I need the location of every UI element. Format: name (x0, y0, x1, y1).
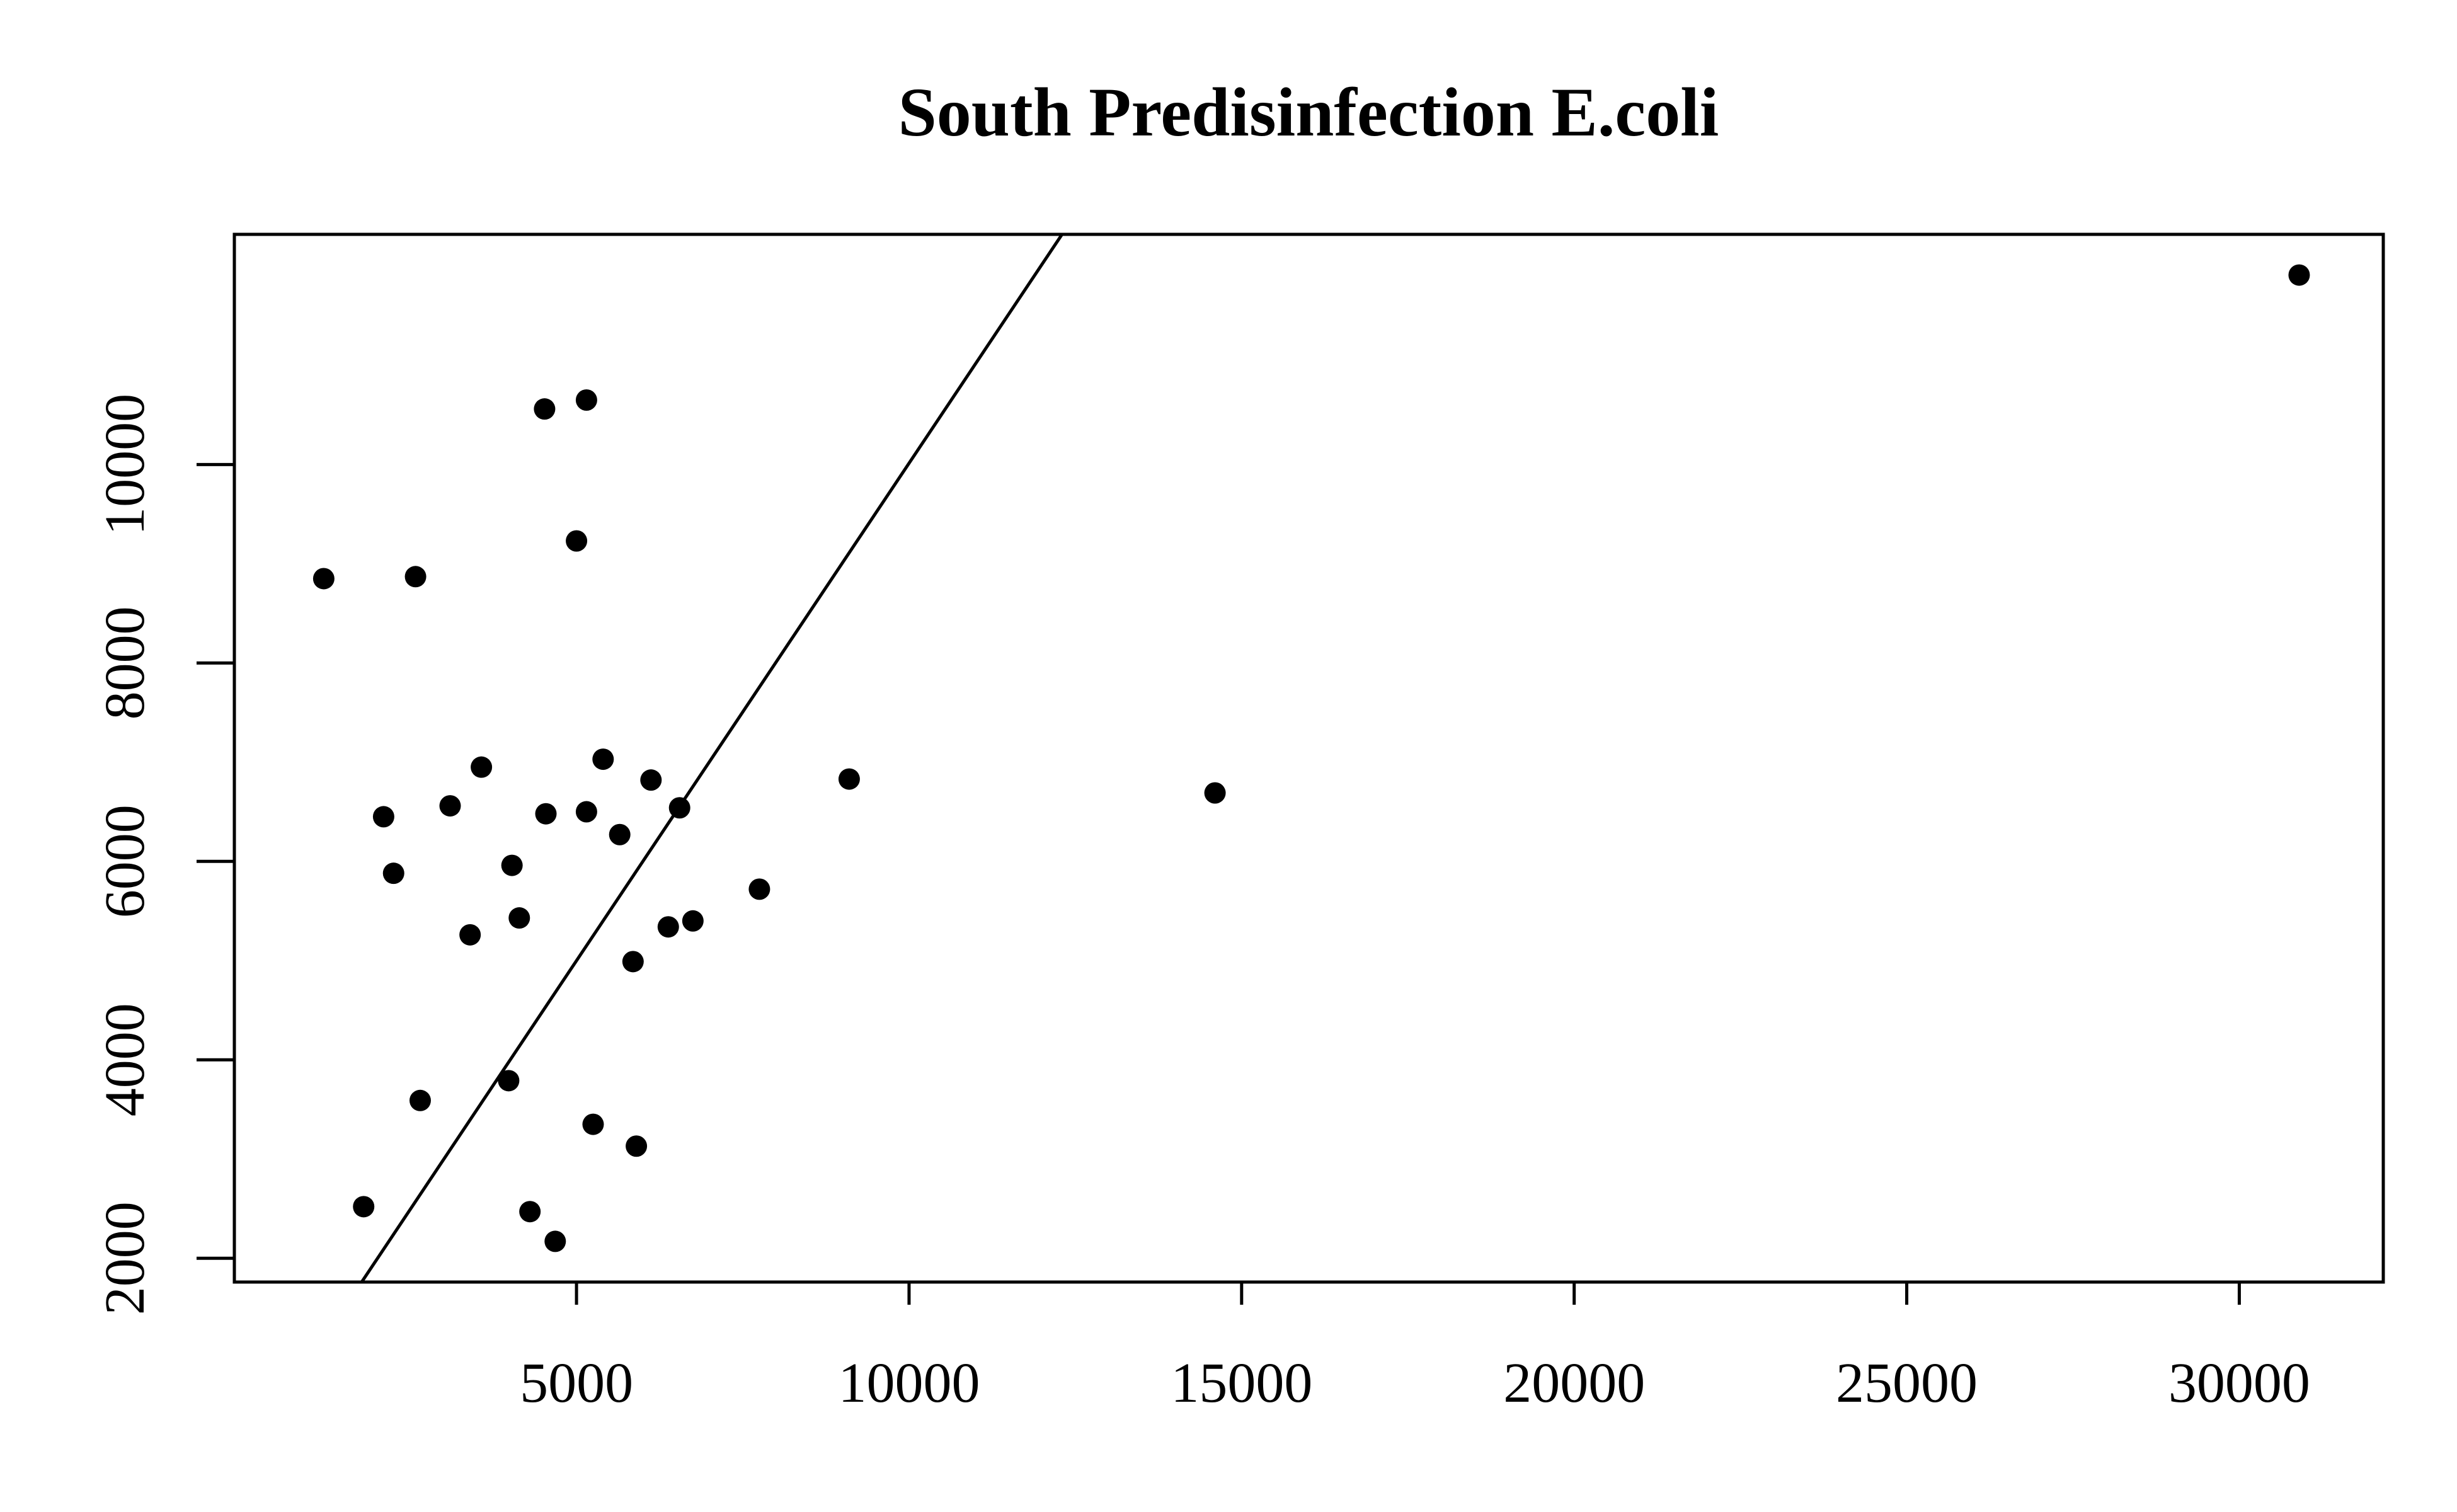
data-point (534, 398, 556, 420)
data-point (544, 1230, 566, 1252)
data-point (404, 566, 427, 588)
x-tick-label: 10000 (838, 1352, 980, 1414)
y-tick-label: 2000 (94, 1201, 156, 1315)
data-point (2288, 264, 2310, 286)
data-point (682, 910, 704, 932)
data-point (1204, 782, 1226, 804)
y-tick-label: 8000 (94, 606, 156, 719)
data-point (657, 916, 679, 938)
data-point (471, 756, 493, 778)
data-point (838, 768, 860, 790)
x-tick-label: 25000 (1836, 1352, 1978, 1414)
data-points (312, 264, 2310, 1252)
data-point (622, 951, 644, 973)
data-point (519, 1201, 541, 1223)
data-point (575, 801, 597, 823)
data-point (498, 1070, 520, 1092)
y-tick-label: 6000 (94, 805, 156, 918)
data-point (372, 806, 394, 828)
data-point (566, 530, 588, 552)
data-point (582, 1113, 604, 1135)
y-tick-label: 4000 (94, 1003, 156, 1116)
y-tick-label: 10000 (94, 394, 156, 536)
data-point (382, 862, 404, 885)
data-point (748, 878, 770, 900)
data-point (575, 389, 597, 411)
data-point (609, 823, 631, 845)
x-tick-label: 15000 (1171, 1352, 1312, 1414)
data-point (409, 1089, 431, 1111)
data-point (668, 797, 690, 819)
data-point (535, 803, 557, 825)
fit-line-group (360, 234, 1063, 1282)
y-axis: 2000 4000 6000 8000 10000 (94, 394, 236, 1315)
data-point (626, 1135, 648, 1157)
data-point (592, 748, 614, 770)
data-point (439, 795, 461, 817)
data-point (312, 568, 335, 590)
data-point (501, 854, 523, 876)
data-point (508, 907, 530, 929)
data-point (640, 769, 662, 791)
x-axis: 5000 10000 15000 20000 25000 30000 (520, 1280, 2310, 1414)
data-point (459, 924, 481, 946)
x-tick-label: 5000 (520, 1352, 633, 1414)
x-tick-label: 20000 (1503, 1352, 1645, 1414)
data-point (353, 1196, 375, 1218)
chart-title: South Predisinfection E.coli (898, 74, 1719, 151)
x-tick-label: 30000 (2168, 1352, 2310, 1414)
fit-line (360, 234, 1063, 1282)
plot-frame (232, 232, 2385, 1284)
